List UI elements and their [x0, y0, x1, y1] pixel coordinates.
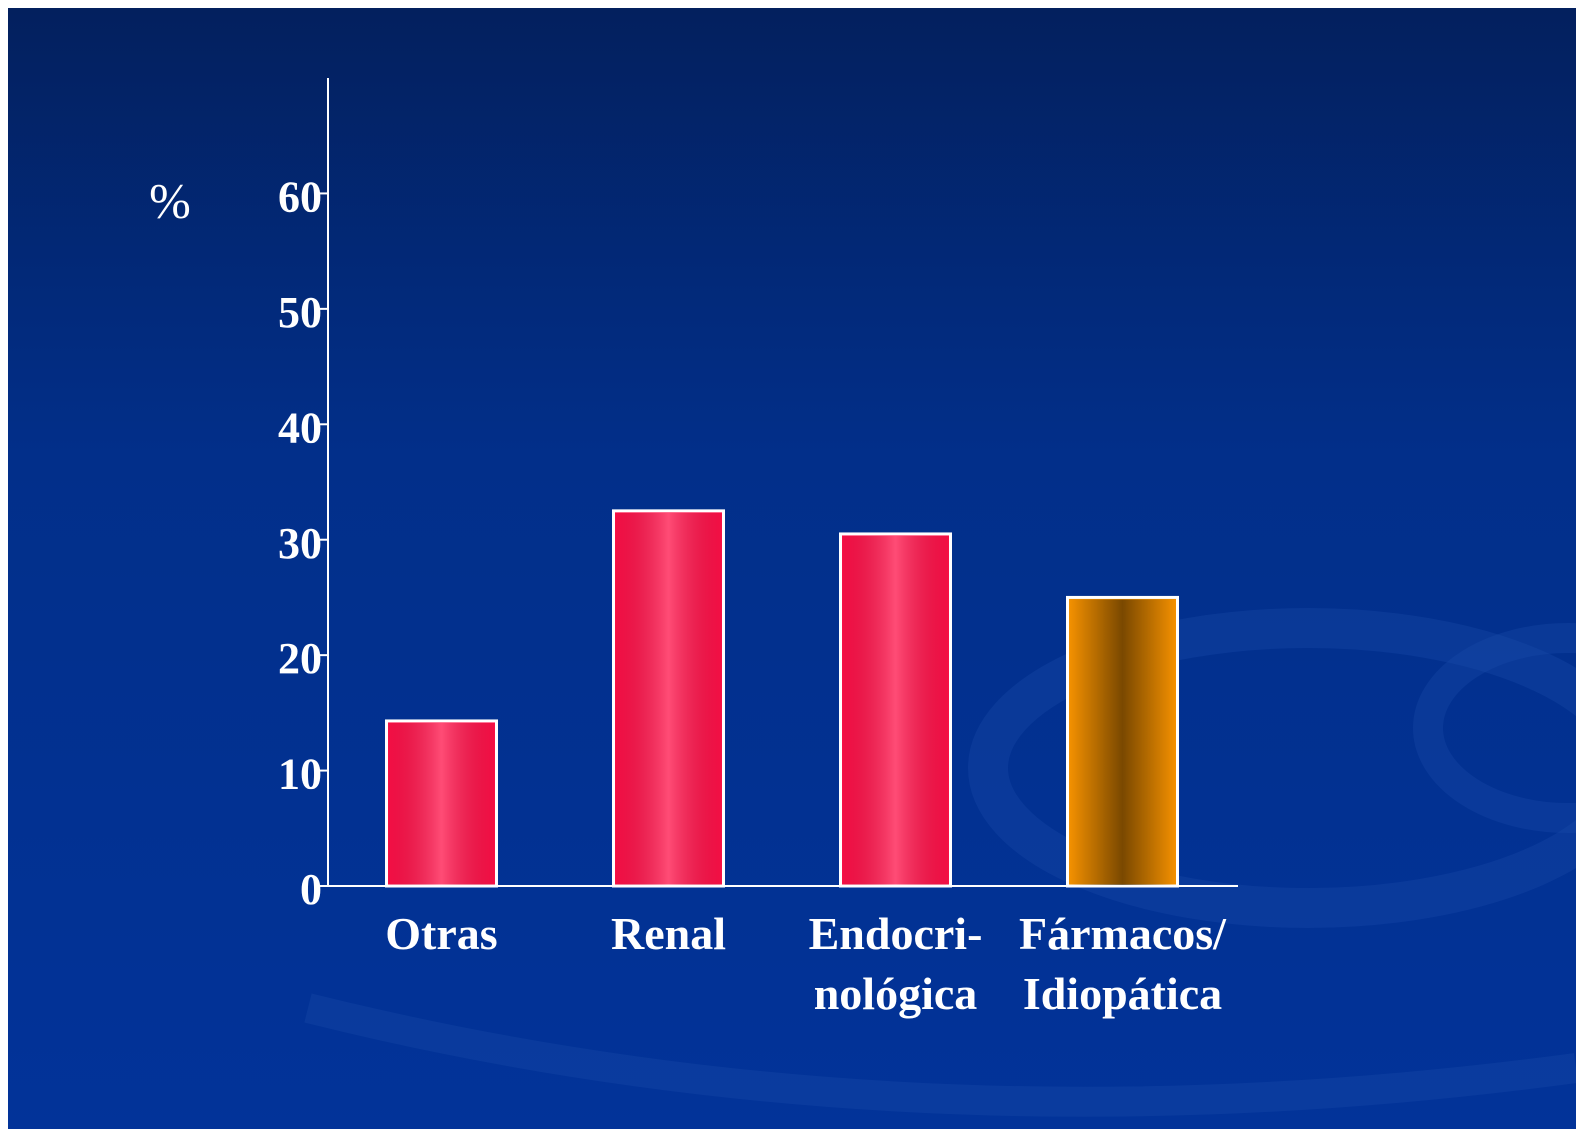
x-tick-label: Otras [385, 908, 498, 959]
bar-shading [615, 512, 722, 885]
y-tick-label: 40 [278, 403, 322, 452]
y-tick-label: 20 [278, 634, 322, 683]
y-tick-label: 0 [300, 865, 322, 914]
x-tick-label: Renal [611, 908, 726, 959]
y-tick-label: 10 [278, 750, 322, 799]
y-tick-label: 60 [278, 173, 322, 222]
bar-shading [388, 722, 495, 885]
slide: % 0 10 20 30 40 50 60 Otras Renal Endocri- nológ… [8, 8, 1576, 1129]
x-tick-label: Fármacos/ Idiopática [1019, 908, 1226, 1019]
y-axis-label: % [149, 172, 191, 228]
y-tick-label: 30 [278, 519, 322, 568]
y-tick-label: 50 [278, 288, 322, 337]
bar-shading [842, 535, 949, 885]
background-swirl [304, 608, 1576, 1117]
x-tick-label: Endocri- nológica [808, 908, 983, 1019]
chart: % 0 10 20 30 40 50 60 [149, 78, 1576, 1117]
bar-shading [1069, 599, 1176, 885]
